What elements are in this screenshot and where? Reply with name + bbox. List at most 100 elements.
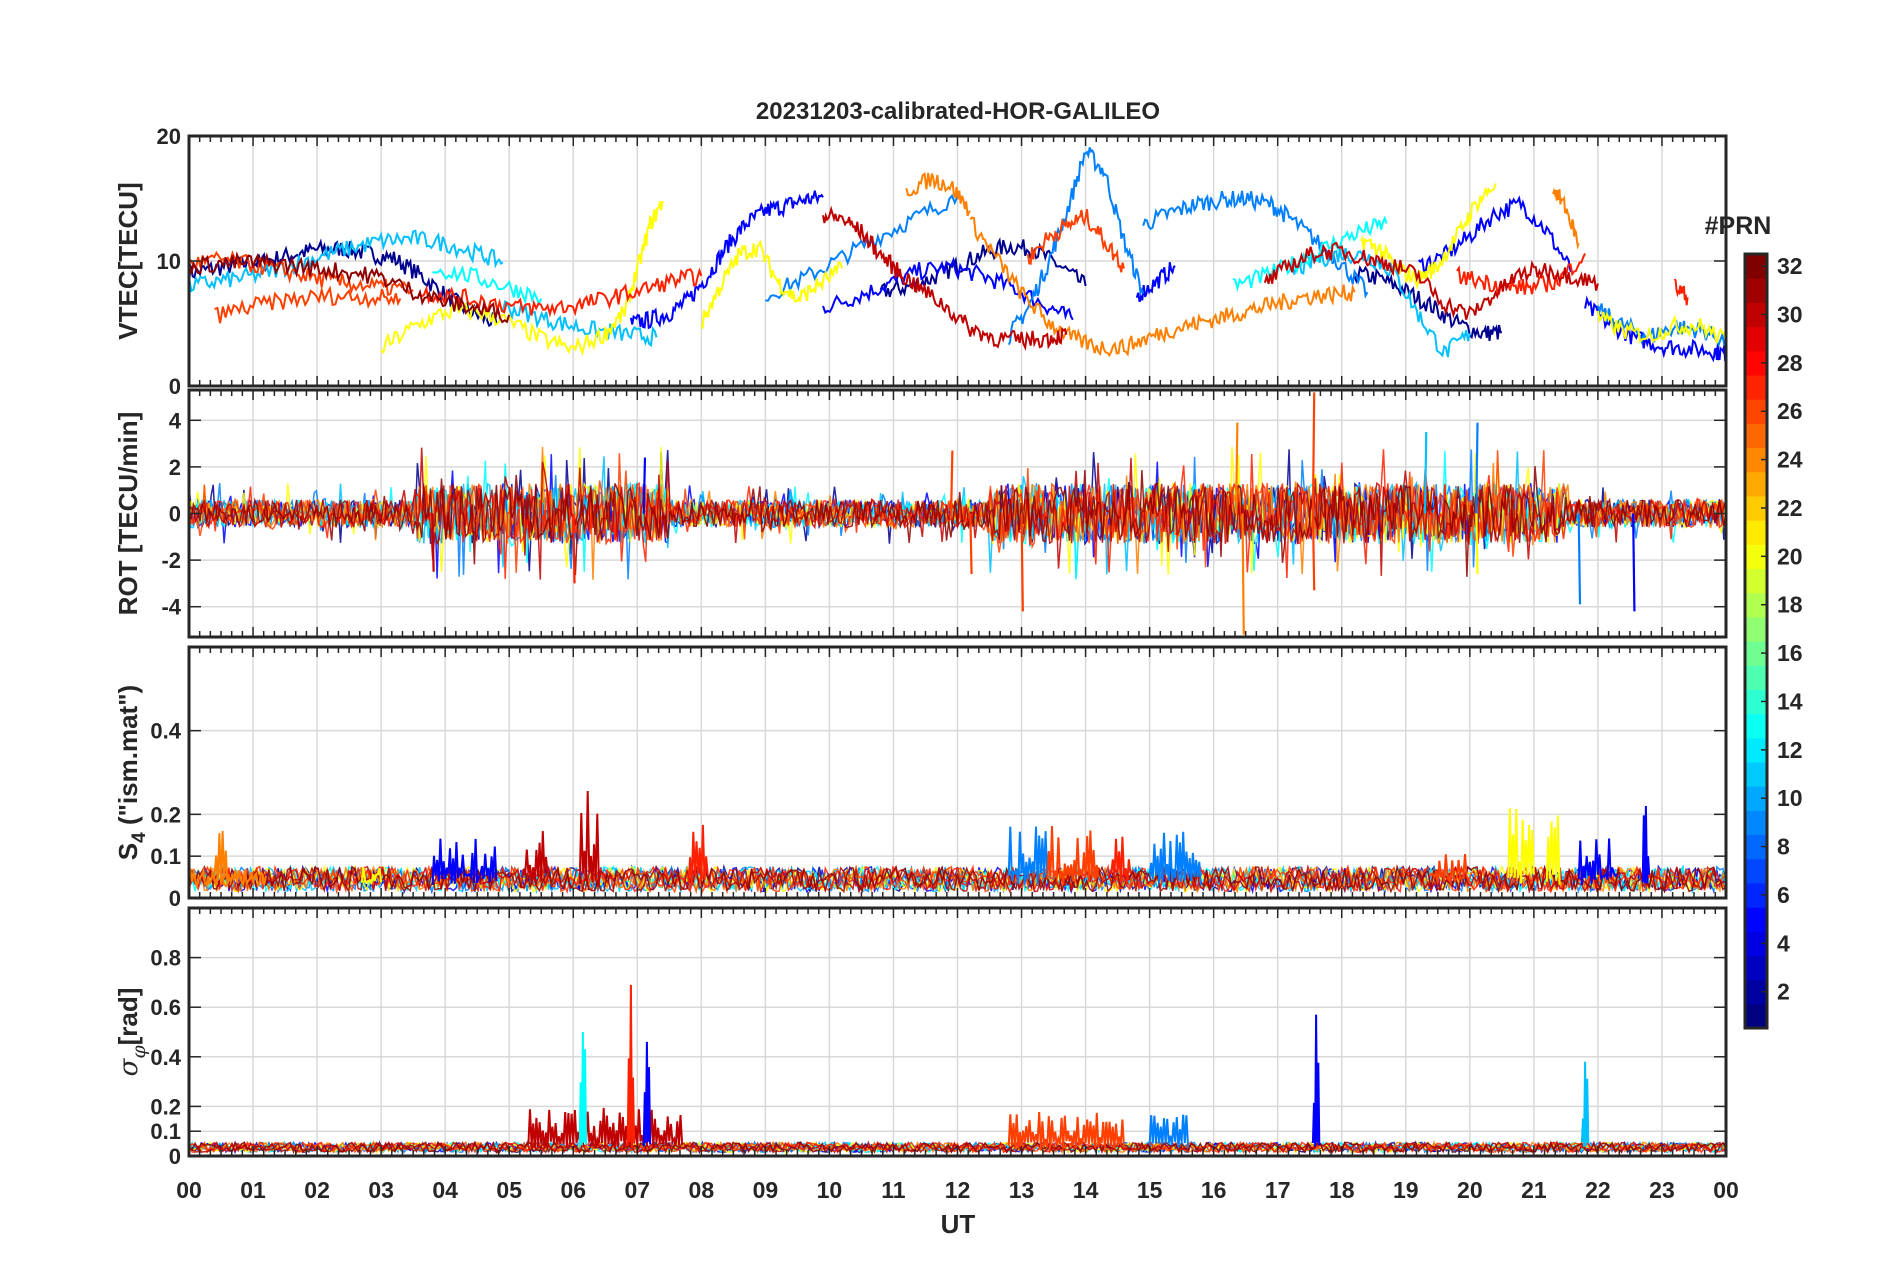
vtec-series-line	[1007, 147, 1145, 346]
colorbar-swatch	[1745, 761, 1767, 787]
sigma-burst	[626, 984, 636, 1148]
colorbar-tick-label: 10	[1777, 785, 1803, 811]
rot-spike	[1311, 513, 1316, 591]
sigma-burst	[527, 1107, 684, 1149]
vtec-series-line	[822, 205, 1068, 352]
s4-burst	[1148, 831, 1202, 885]
s4-burst	[1507, 808, 1535, 884]
colorbar-swatch	[1745, 447, 1767, 473]
y-tick-label: 0.1	[150, 1119, 181, 1144]
rot-spike	[1020, 513, 1024, 612]
s4-burst	[189, 866, 267, 890]
colorbar-swatch	[1745, 616, 1767, 642]
x-tick-label: 13	[1009, 1177, 1035, 1203]
vtec-series-line	[1360, 183, 1497, 290]
panel-vtec: 0 10 20 VTEC[TECU]	[113, 124, 1728, 399]
rot-spike	[949, 450, 954, 514]
x-tick-label: 08	[689, 1177, 715, 1203]
s4-burst	[431, 838, 498, 885]
colorbar-swatch	[1745, 979, 1767, 1005]
colorbar-tick-label: 14	[1777, 688, 1803, 714]
x-tick-label: 07	[624, 1177, 650, 1203]
x-tick-label: 04	[432, 1177, 458, 1203]
x-tick-label: 02	[304, 1177, 330, 1203]
y-axis-label-rot: ROT [TECU/min]	[113, 412, 143, 616]
y-axis-label-vtec: VTEC[TECU]	[113, 182, 143, 339]
x-tick-label: 18	[1329, 1177, 1355, 1203]
x-tick-label: 21	[1521, 1177, 1547, 1203]
y-tick-label: 20	[157, 124, 181, 149]
sigma-burst	[578, 1031, 588, 1148]
colorbar-tick-label: 32	[1777, 253, 1803, 279]
rot-spike	[1632, 513, 1636, 612]
y-tick-label: 4	[169, 408, 182, 433]
colorbar-swatch	[1745, 713, 1767, 739]
vtec-series-line	[822, 256, 1074, 321]
rot-spike	[431, 513, 435, 572]
x-tick-label: 09	[753, 1177, 779, 1203]
colorbar-tick-label: 12	[1777, 737, 1803, 763]
colorbar-swatch	[1745, 907, 1767, 932]
s4-burst	[521, 831, 549, 885]
colorbar-swatch	[1745, 471, 1767, 497]
rot-spike	[1475, 422, 1479, 514]
y-tick-label: 2	[169, 455, 181, 480]
colorbar-swatch	[1745, 544, 1767, 570]
x-tick-label: 22	[1585, 1177, 1611, 1203]
chart-title: 20231203-calibrated-HOR-GALILEO	[756, 98, 1160, 125]
colorbar-swatch	[1745, 423, 1767, 449]
s4-burst	[687, 824, 709, 886]
x-axis-label: UT	[941, 1209, 976, 1239]
colorbar-tick-label: 20	[1777, 543, 1803, 569]
colorbar-swatch	[1745, 568, 1767, 594]
s4-burst	[1545, 815, 1561, 885]
sigma-burst	[642, 1041, 652, 1146]
y-axis-label-s4: S4 ("ism.mat")	[113, 685, 150, 860]
x-tick-label: 11	[881, 1177, 906, 1203]
y-axis-label-sigma: σφ[rad]	[113, 988, 150, 1077]
colorbar-label: #PRN	[1705, 212, 1772, 240]
y-tick-label: 0	[169, 1144, 181, 1169]
colorbar-swatch	[1745, 350, 1767, 376]
colorbar-swatch	[1745, 737, 1767, 763]
panel-vtec-data	[189, 147, 1726, 363]
vtec-series-line	[1353, 265, 1502, 342]
sigma-burst	[1148, 1114, 1190, 1148]
colorbar-swatch	[1745, 786, 1767, 811]
s4-burst	[1641, 805, 1651, 884]
y-tick-label: 0.4	[150, 1045, 181, 1070]
y-tick-label: 0.4	[150, 719, 181, 744]
colorbar-tick-label: 4	[1777, 930, 1790, 956]
rot-spike	[1234, 422, 1239, 514]
panel-sigma: 00.10.2 0.4 0.6 0.8σφ[rad]	[113, 906, 1728, 1169]
colorbar-swatch	[1745, 955, 1767, 981]
y-tick-label: 0.2	[150, 802, 181, 827]
rot-spike	[1241, 513, 1245, 635]
x-tick-label: 01	[240, 1177, 266, 1203]
y-tick-label: 0.6	[150, 995, 181, 1020]
vtec-series-line	[432, 264, 543, 307]
panel-s4: 0 0.1 0.2 0.4S4 ("ism.mat")	[113, 645, 1728, 911]
colorbar-swatch	[1745, 665, 1767, 690]
colorbar-tick-label: 2	[1777, 979, 1790, 1005]
x-tick-label: 00	[176, 1177, 202, 1203]
s4-burst	[1046, 825, 1100, 886]
x-tick-label: 00	[1713, 1177, 1739, 1203]
vtec-series-line	[1289, 248, 1471, 358]
vtec-series-line	[1263, 241, 1599, 320]
x-tick-label: 03	[368, 1177, 394, 1203]
x-tick-labels: 00 01 02 03 04 05 06 07 08 09 10 11 12 13 14 15 16 17 18 19…	[176, 1177, 1739, 1203]
colorbar-swatch	[1745, 399, 1767, 424]
vtec-series-line	[629, 190, 824, 330]
colorbar-tick-label: 16	[1777, 640, 1803, 666]
vtec-series-line	[765, 193, 959, 302]
panel-rot-data	[189, 392, 1726, 635]
y-tick-label: 0	[169, 374, 181, 399]
x-tick-label: 05	[496, 1177, 522, 1203]
colorbar-swatch	[1745, 834, 1767, 860]
colorbar-swatch	[1745, 374, 1767, 400]
rot-spike	[969, 513, 973, 575]
s4-burst	[1007, 826, 1049, 885]
colorbar-tick-label: 26	[1777, 398, 1803, 424]
